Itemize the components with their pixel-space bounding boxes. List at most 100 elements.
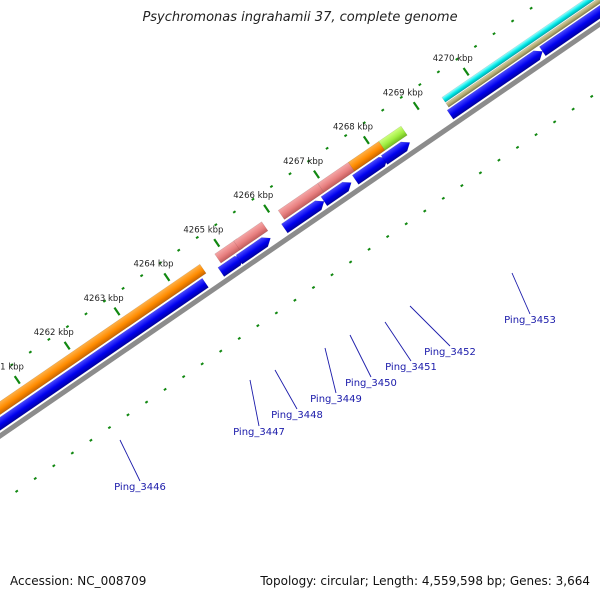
inner-tick-mark	[362, 121, 366, 125]
kbp-label: 4270 kbp	[433, 54, 473, 64]
outer-tick-mark	[515, 145, 520, 149]
inner-tick-mark	[343, 133, 348, 138]
inner-tick-mark	[529, 6, 533, 10]
gene-label: Ping_3453	[504, 315, 556, 326]
outer-tick-mark	[219, 349, 223, 353]
misc-feature-bar	[445, 0, 600, 108]
kbp-label: 4261 kbp	[0, 362, 24, 372]
trna-bar	[378, 125, 408, 151]
kbp-label: 4268 kbp	[333, 123, 373, 133]
outer-tick-mark	[293, 298, 297, 302]
cds-forward-arrow	[320, 181, 352, 207]
inner-tick-mark	[232, 210, 237, 214]
inner-tick-mark	[195, 235, 199, 240]
inner-tick-mark	[158, 261, 162, 265]
inner-tick-mark	[139, 274, 144, 278]
kbp-tick	[462, 67, 470, 76]
inner-tick-mark	[381, 108, 385, 112]
outer-tick-mark	[404, 222, 408, 226]
inner-tick-mark	[288, 172, 292, 176]
inner-tick-mark	[102, 299, 107, 303]
inner-tick-mark	[176, 248, 181, 252]
outer-tick-mark	[163, 387, 167, 391]
outer-tick-mark	[385, 234, 390, 239]
gene-leader-line	[249, 379, 260, 427]
rrna-bar	[233, 221, 269, 251]
gene-label: Ping_3450	[345, 378, 397, 389]
outer-tick-mark	[589, 94, 594, 99]
inner-tick-mark	[28, 350, 33, 354]
kbp-tick	[13, 375, 21, 385]
inner-tick-mark	[510, 19, 515, 23]
outer-tick-mark	[552, 120, 557, 124]
outer-tick-mark	[534, 133, 538, 137]
inner-tick-mark	[84, 312, 88, 316]
outer-tick-mark	[70, 451, 75, 455]
inner-tick-mark	[251, 197, 255, 201]
inner-tick-mark	[10, 363, 14, 367]
feature-track	[0, 0, 600, 450]
cds-forward-arrow	[446, 50, 543, 120]
kbp-tick	[163, 272, 171, 282]
outer-tick-mark	[441, 196, 446, 200]
gene-leader-line	[274, 369, 298, 410]
topology-text: Topology: circular; Length: 4,559,598 bp…	[260, 574, 590, 588]
outer-tick-mark	[571, 107, 575, 111]
inner-tick-mark	[214, 223, 218, 227]
outer-tick-mark	[423, 209, 427, 213]
region-bar	[441, 0, 600, 103]
kbp-label: 4266 kbp	[233, 191, 273, 201]
outer-tick-mark	[497, 158, 501, 162]
kbp-tick	[362, 135, 370, 145]
outer-tick-mark	[107, 425, 112, 430]
gene-label: Ping_3452	[424, 347, 476, 358]
inner-tick-mark	[399, 95, 404, 99]
gene-label: Ping_3451	[385, 362, 437, 373]
inner-tick-mark	[455, 57, 459, 61]
outer-tick-mark	[460, 183, 464, 188]
kbp-label: 4262 kbp	[34, 328, 74, 338]
outer-tick-mark	[33, 476, 37, 481]
outer-tick-mark	[478, 171, 483, 175]
outer-tick-mark	[200, 362, 204, 366]
cds-forward-arrow	[281, 200, 325, 234]
outer-tick-mark	[311, 285, 316, 290]
gene-bar	[0, 263, 207, 439]
inner-tick-mark	[269, 184, 274, 189]
kbp-tick	[412, 101, 420, 111]
outer-tick-mark	[144, 400, 149, 404]
gene-leader-line	[409, 305, 451, 347]
gene-leader-line	[349, 334, 372, 378]
cds-forward-arrow	[235, 237, 271, 265]
inner-tick-mark	[306, 159, 311, 163]
kbp-tick	[313, 170, 320, 179]
cds-forward-arrow	[539, 0, 600, 57]
outer-tick-mark	[348, 260, 353, 264]
outer-tick-mark	[89, 438, 93, 442]
genome-backbone	[0, 20, 600, 440]
gene-label: Ping_3449	[310, 394, 362, 405]
gene-leader-line	[384, 321, 412, 362]
gene-leader-line	[324, 347, 337, 394]
inner-tick-mark	[492, 32, 496, 36]
kbp-tick	[63, 341, 71, 350]
gene-label: Ping_3448	[271, 410, 323, 421]
kbp-tick	[213, 238, 221, 248]
outer-tick-mark	[52, 464, 56, 468]
outer-tick-mark	[237, 336, 242, 341]
outer-tick-mark	[274, 311, 279, 315]
outer-tick-mark	[14, 489, 19, 493]
rrna-bar	[317, 161, 355, 193]
gene-leader-line	[511, 272, 531, 315]
gene-label: Ping_3447	[233, 427, 285, 438]
genome-title: Psychromonas ingrahamii 37, complete gen…	[142, 10, 458, 25]
inner-tick-mark	[436, 70, 441, 74]
kbp-tick	[113, 307, 121, 316]
inner-tick-mark	[418, 83, 422, 87]
inner-tick-mark	[473, 44, 478, 49]
kbp-label: 4269 kbp	[383, 88, 423, 98]
outer-tick-mark	[256, 324, 260, 328]
inner-tick-mark	[65, 325, 70, 329]
kbp-label: 4264 kbp	[134, 260, 174, 270]
